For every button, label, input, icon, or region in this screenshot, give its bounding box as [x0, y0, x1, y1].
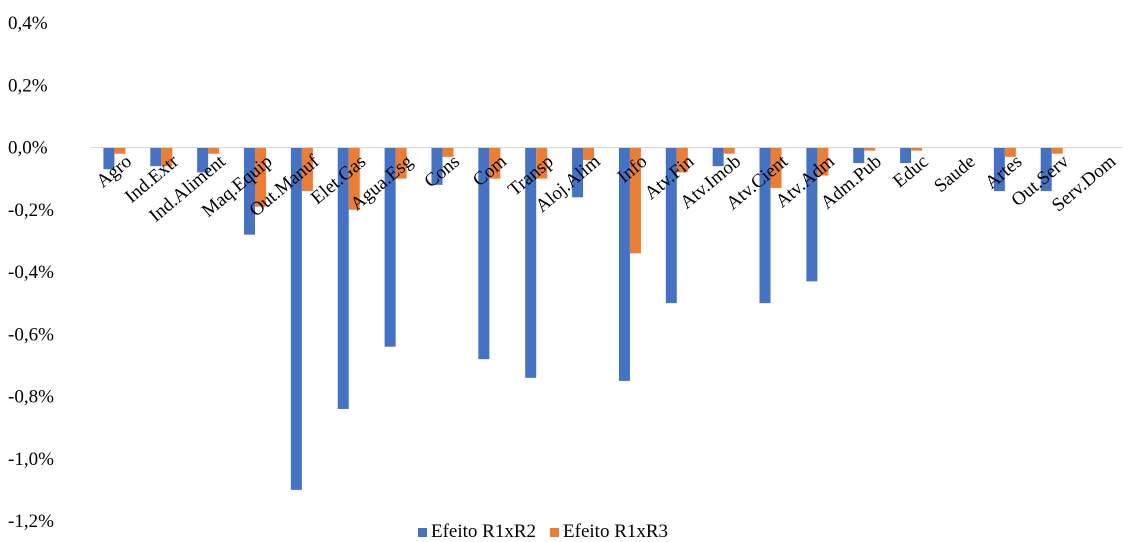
y-tick-label: -0,4% — [8, 262, 54, 283]
bars — [103, 147, 1063, 490]
bar-r1xr2 — [853, 147, 865, 164]
bar-r1xr3 — [208, 147, 220, 154]
bar-r1xr2 — [244, 147, 256, 235]
bar-r1xr3 — [817, 147, 829, 176]
bar-r1xr2 — [431, 147, 443, 185]
bar-r1xr2 — [384, 147, 396, 347]
bar-r1xr3 — [536, 147, 548, 179]
bar-r1xr3 — [629, 147, 641, 254]
bar-r1xr2 — [572, 147, 584, 198]
legend-swatch-r1xr3 — [550, 527, 560, 537]
x-tick-label: Educ — [889, 151, 932, 192]
bar-r1xr2 — [290, 147, 302, 490]
bar-r1xr2 — [525, 147, 537, 378]
bar-r1xr3 — [1051, 147, 1063, 154]
bar-r1xr3 — [395, 147, 407, 179]
legend-label-r1xr2: Efeito R1xR2 — [431, 521, 537, 542]
bar-r1xr2 — [712, 147, 724, 167]
bar-r1xr3 — [676, 147, 688, 173]
bar-r1xr3 — [442, 147, 454, 157]
bar-r1xr3 — [723, 147, 735, 154]
bar-r1xr2 — [900, 147, 912, 164]
bar-r1xr2 — [665, 147, 677, 304]
bar-r1xr2 — [150, 147, 162, 167]
bar-r1xr2 — [618, 147, 630, 381]
bar-r1xr3 — [114, 147, 126, 154]
y-tick-label: 0,4% — [8, 13, 48, 34]
x-tick-label: Saude — [930, 151, 979, 197]
legend-item-r1xr3: Efeito R1xR3 — [550, 522, 668, 542]
y-axis: 0,4% 0,2% 0,0% -0,2% -0,4% -0,6% -0,8% -1,0% -1,… — [8, 13, 54, 532]
bar-r1xr2 — [1040, 147, 1052, 192]
y-tick-label: 0,2% — [8, 75, 48, 96]
bar-r1xr2 — [197, 147, 209, 173]
y-tick-label: -1,0% — [8, 449, 54, 470]
bar-r1xr3 — [583, 147, 595, 160]
bar-r1xr2 — [337, 147, 349, 409]
bar-r1xr3 — [489, 147, 501, 179]
legend-label-r1xr3: Efeito R1xR3 — [563, 521, 669, 542]
bar-r1xr2 — [103, 147, 115, 170]
y-tick-label: 0,0% — [8, 138, 48, 159]
y-tick-label: -0,8% — [8, 387, 54, 408]
bar-r1xr3 — [348, 147, 360, 210]
bar-r1xr2 — [993, 147, 1005, 192]
legend-swatch-r1xr2 — [418, 527, 427, 537]
bar-r1xr2 — [478, 147, 490, 360]
bar-r1xr3 — [161, 147, 173, 167]
bar-r1xr2 — [759, 147, 771, 304]
bar-r1xr3 — [911, 147, 923, 151]
bar-r1xr3 — [255, 147, 267, 207]
bar-r1xr3 — [864, 147, 876, 151]
x-tick-label: Cons — [420, 151, 463, 192]
legend-item-r1xr2: Efeito R1xR2 — [418, 522, 536, 542]
bar-r1xr3 — [770, 147, 782, 188]
y-tick-label: -0,2% — [8, 200, 54, 221]
y-tick-label: -0,6% — [8, 324, 54, 345]
legend: Efeito R1xR2 Efeito R1xR3 — [418, 522, 668, 542]
bar-r1xr3 — [1004, 147, 1016, 157]
bar-r1xr2 — [806, 147, 818, 282]
y-tick-label: -1,2% — [8, 511, 54, 532]
bar-r1xr3 — [301, 147, 313, 192]
